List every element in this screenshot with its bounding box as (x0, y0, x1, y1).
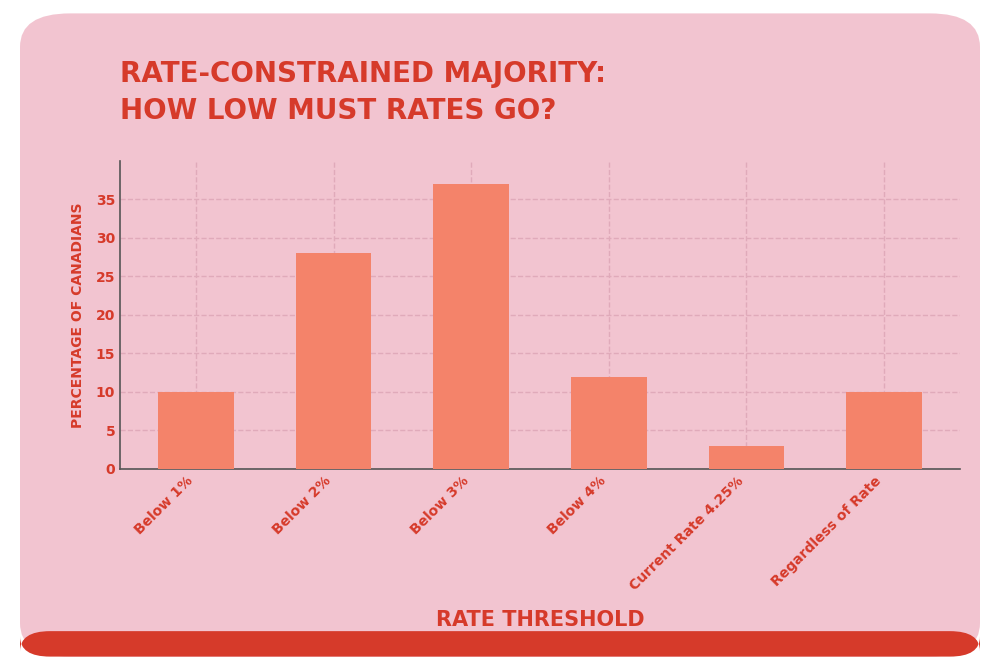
Bar (571, 377, 647, 469)
Bar (709, 446, 784, 469)
Bar (846, 392, 922, 469)
Text: RATE-CONSTRAINED MAJORITY:: RATE-CONSTRAINED MAJORITY: (120, 60, 606, 88)
X-axis label: RATE THRESHOLD: RATE THRESHOLD (436, 610, 644, 630)
Bar (433, 184, 509, 469)
Y-axis label: PERCENTAGE OF CANADIANS: PERCENTAGE OF CANADIANS (71, 202, 85, 427)
Text: HOW LOW MUST RATES GO?: HOW LOW MUST RATES GO? (120, 97, 556, 125)
Bar (296, 253, 371, 469)
Bar (158, 392, 234, 469)
